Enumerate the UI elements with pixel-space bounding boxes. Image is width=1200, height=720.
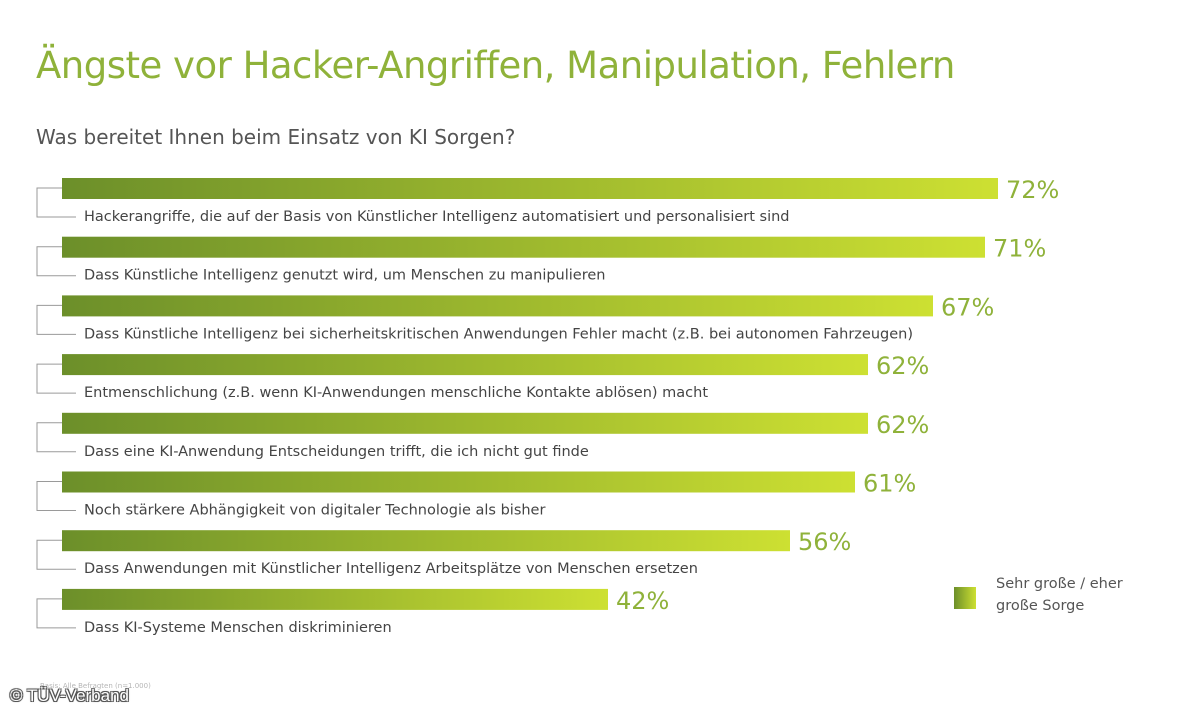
- bars-group: Hackerangriffe, die auf der Basis von Kü…: [36, 176, 1059, 636]
- bar-3: [62, 295, 933, 317]
- bar-6: [62, 471, 855, 493]
- category-label-6: Noch stärkere Abhängigkeit von digitaler…: [84, 503, 545, 519]
- value-label-4: 62%: [876, 352, 929, 380]
- bar-8: [62, 588, 608, 610]
- bracket-line-7: [36, 539, 76, 570]
- value-label-8: 42%: [616, 587, 669, 615]
- bar-7: [62, 530, 790, 552]
- legend-label: Sehr große / eher große Sorge: [996, 576, 1123, 614]
- category-label-5: Dass eine KI-Anwendung Entscheidungen tr…: [84, 444, 589, 460]
- bar-1: [62, 178, 998, 199]
- legend-swatch: [954, 587, 976, 609]
- category-label-8: Dass KI-Systeme Menschen diskriminieren: [84, 620, 392, 636]
- bracket-line-5: [36, 422, 76, 453]
- copyright-notice: © TÜV-Verband: [10, 686, 129, 705]
- chart-title: Ängste vor Hacker-Angriffen, Manipulatio…: [36, 44, 955, 87]
- bar-5: [62, 412, 868, 434]
- value-label-7: 56%: [798, 528, 851, 556]
- bracket-line-1: [36, 187, 76, 218]
- bracket-line-4: [36, 363, 76, 394]
- value-label-5: 62%: [876, 411, 929, 439]
- category-label-7: Dass Anwendungen mit Künstlicher Intelli…: [84, 561, 698, 577]
- bar-2: [62, 236, 985, 258]
- category-label-3: Dass Künstliche Intelligenz bei sicherhe…: [84, 326, 913, 342]
- chart-subtitle: Was bereitet Ihnen beim Einsatz von KI S…: [36, 125, 516, 149]
- bar-chart: Hackerangriffe, die auf der Basis von Kü…: [36, 176, 1059, 636]
- category-label-2: Dass Künstliche Intelligenz genutzt wird…: [84, 268, 605, 284]
- bracket-line-8: [36, 598, 76, 629]
- category-label-4: Entmenschlichung (z.B. wenn KI-Anwendung…: [84, 385, 708, 401]
- value-label-6: 61%: [863, 470, 916, 498]
- value-label-3: 67%: [941, 293, 994, 321]
- bracket-line-6: [36, 481, 76, 511]
- legend: Sehr große / eher große Sorge: [954, 573, 1164, 621]
- bracket-line-3: [36, 304, 76, 335]
- value-label-2: 71%: [993, 235, 1046, 263]
- bar-4: [62, 354, 868, 376]
- bracket-line-2: [36, 246, 76, 277]
- source-note: Basis: Alle Befragten (n=1.000): [40, 682, 151, 690]
- value-label-1: 72%: [1006, 176, 1059, 204]
- category-label-1: Hackerangriffe, die auf der Basis von Kü…: [84, 209, 790, 225]
